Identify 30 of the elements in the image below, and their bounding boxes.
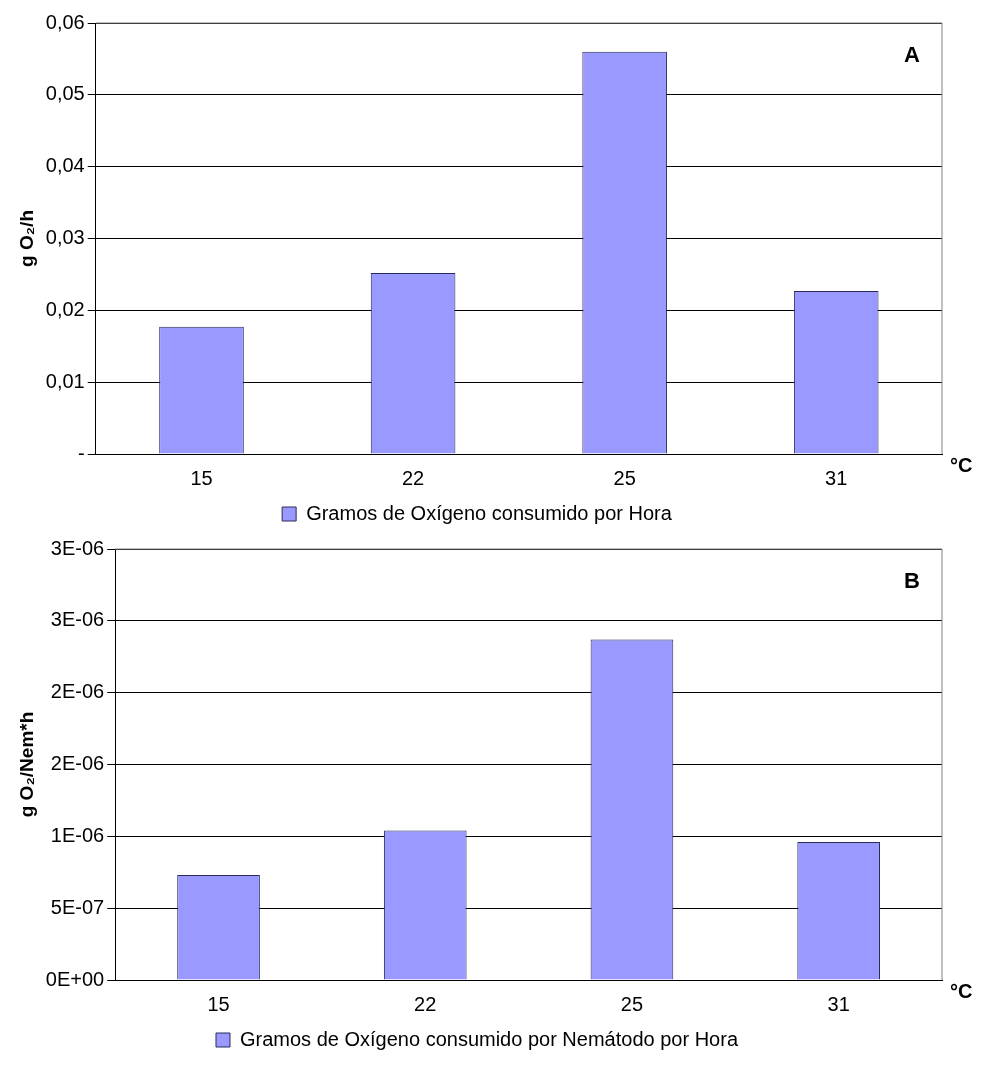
y-axis-title: g O₂/h: [15, 210, 37, 267]
y-tick-label: 0,05: [45, 82, 85, 105]
x-tick-label: 25: [620, 992, 644, 1015]
y-tick-label: 2E-06: [50, 680, 105, 703]
x-tick-label: 15: [207, 992, 230, 1015]
y-tick-label: 0,03: [45, 226, 85, 249]
x-tick-label: 22: [401, 466, 425, 489]
y-tick-label: 3E-06: [50, 608, 105, 631]
x-tick-label: 22: [414, 992, 437, 1015]
y-tick-label: 0,06: [45, 10, 85, 33]
y-axis-title: g O₂/Nem*h: [15, 711, 37, 818]
x-axis-title: °C: [950, 453, 973, 476]
y-tick-label: -: [78, 441, 85, 464]
y-tick-label: 0E+00: [45, 967, 105, 990]
y-tick-label: 0,01: [45, 369, 85, 392]
x-axis-title: °C: [950, 979, 973, 1002]
x-tick-label: 25: [613, 466, 636, 489]
y-tick-label: 2E-06: [50, 752, 105, 775]
y-tick-label: 5E-07: [50, 895, 105, 918]
annotation: B: [904, 568, 920, 594]
x-tick-label: 31: [827, 992, 850, 1015]
y-tick-label: 1E-06: [50, 823, 105, 846]
x-tick-label: 15: [190, 466, 213, 489]
y-tick-label: 3E-06: [50, 536, 105, 559]
legend-label: Gramos de Oxígeno consumido por Hora: [306, 501, 673, 524]
legend-label: Gramos de Oxígeno consumido por Nemátodo por Hora: [239, 1027, 739, 1050]
x-tick-label: 31: [825, 466, 848, 489]
y-tick-label: 0,02: [45, 297, 85, 320]
annotation: A: [904, 42, 921, 68]
y-tick-label: 0,04: [45, 154, 85, 177]
